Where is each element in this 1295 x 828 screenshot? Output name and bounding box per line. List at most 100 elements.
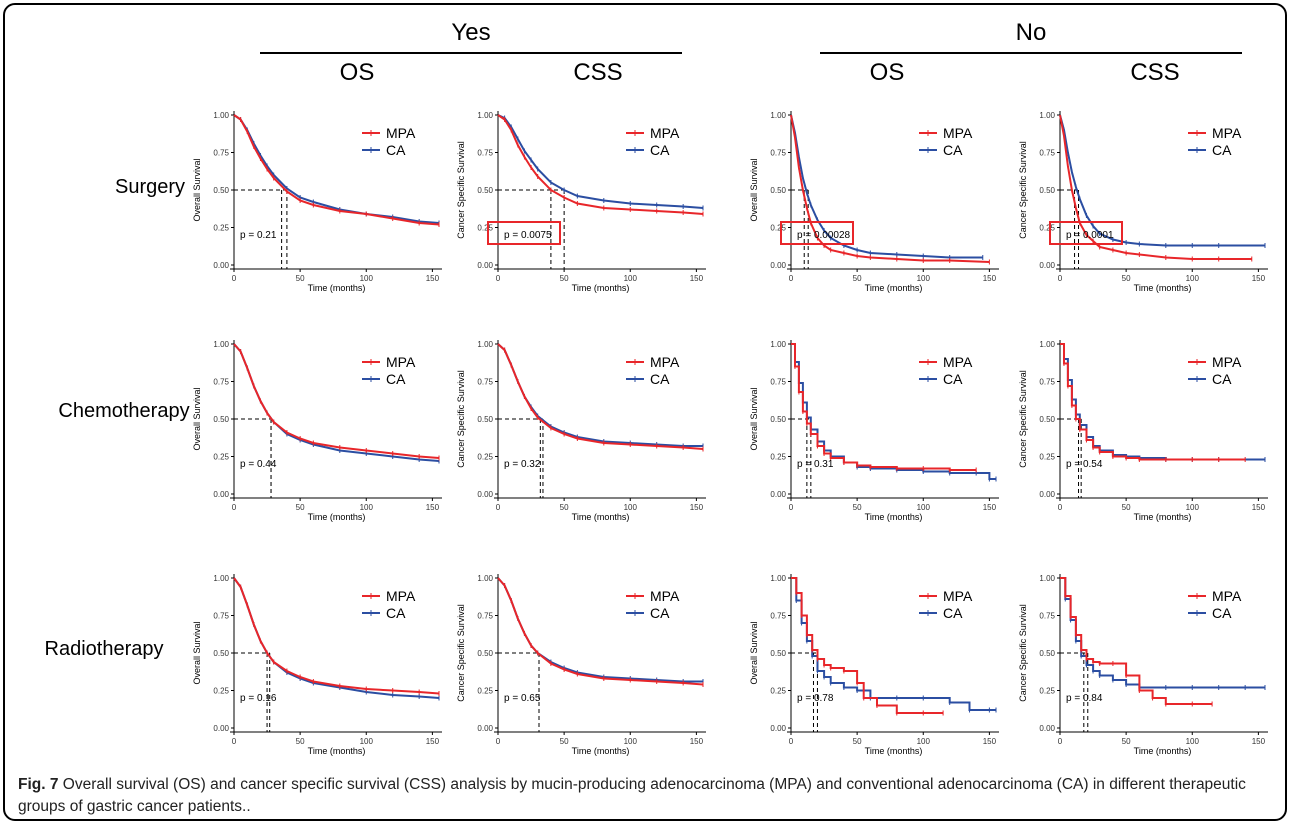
y-tick-label: 0.50 (1039, 649, 1055, 658)
x-tick-label: 50 (1122, 503, 1131, 512)
legend-label-ca: CA (1212, 371, 1232, 387)
p-value: p = 0.16 (240, 693, 277, 704)
y-tick-label: 0.75 (477, 149, 493, 158)
x-tick-label: 100 (624, 503, 638, 512)
p-value: p = 0.31 (797, 459, 834, 470)
x-tick-label: 0 (496, 503, 501, 512)
legend-label-ca: CA (386, 371, 406, 387)
y-tick-label: 1.00 (1039, 574, 1055, 583)
y-tick-label: 0.75 (477, 378, 493, 387)
x-axis-label: Time (months) (865, 283, 923, 293)
row-label-chemotherapy: Chemotherapy (58, 400, 189, 422)
y-tick-label: 0.50 (213, 186, 229, 195)
column-header-no-css: CSS (1130, 59, 1179, 86)
x-tick-label: 0 (1058, 737, 1063, 746)
legend-label-mpa: MPA (650, 588, 680, 604)
x-tick-label: 50 (296, 737, 305, 746)
x-tick-label: 100 (624, 737, 638, 746)
y-tick-label: 1.00 (213, 340, 229, 349)
y-tick-label: 0.25 (770, 687, 786, 696)
x-axis-label: Time (months) (572, 746, 630, 756)
y-axis-label: Cancer Specific Survival (456, 604, 466, 702)
x-axis-label: Time (months) (308, 746, 366, 756)
y-axis-label: Overall Survival (192, 387, 202, 450)
y-tick-label: 0.00 (477, 724, 493, 733)
x-tick-label: 100 (917, 503, 931, 512)
p-value: p = 0.21 (240, 230, 277, 241)
y-tick-label: 0.75 (1039, 612, 1055, 621)
x-tick-label: 100 (624, 274, 638, 283)
y-tick-label: 0.50 (770, 186, 786, 195)
x-axis-label: Time (months) (308, 283, 366, 293)
legend-label-ca: CA (386, 605, 406, 621)
y-tick-label: 0.75 (1039, 149, 1055, 158)
y-tick-label: 0.25 (213, 687, 229, 696)
y-tick-label: 1.00 (1039, 340, 1055, 349)
p-value: p = 0.0001 (1066, 230, 1114, 241)
legend-label-ca: CA (1212, 605, 1232, 621)
x-tick-label: 0 (232, 274, 237, 283)
y-tick-label: 0.00 (1039, 490, 1055, 499)
y-axis-label: Overall Survival (192, 158, 202, 221)
legend-label-mpa: MPA (1212, 588, 1242, 604)
y-axis-label: Overall Survival (192, 621, 202, 684)
y-axis-label: Cancer Specific Survival (456, 370, 466, 468)
y-tick-label: 1.00 (477, 340, 493, 349)
y-tick-label: 0.75 (770, 149, 786, 158)
x-tick-label: 150 (426, 737, 440, 746)
y-tick-label: 0.50 (1039, 186, 1055, 195)
y-tick-label: 0.25 (477, 224, 493, 233)
x-tick-label: 150 (690, 737, 704, 746)
y-tick-label: 0.00 (1039, 724, 1055, 733)
p-value-highlight-box (780, 221, 854, 245)
p-value: p = 0.78 (797, 693, 834, 704)
x-tick-label: 50 (853, 737, 862, 746)
x-tick-label: 50 (1122, 274, 1131, 283)
km-panel-radiotherapy-yes-css: 0.00 0.25 0.50 0.75 1.00 0 50 100 150 Time (month… (456, 574, 706, 756)
legend-label-ca: CA (650, 371, 670, 387)
column-header-yes-css: CSS (573, 59, 622, 86)
x-tick-label: 150 (1252, 737, 1266, 746)
x-axis-label: Time (months) (308, 512, 366, 522)
x-tick-label: 100 (1186, 503, 1200, 512)
row-label-surgery: Surgery (115, 176, 185, 198)
y-tick-label: 0.50 (477, 186, 493, 195)
y-tick-label: 1.00 (477, 574, 493, 583)
y-tick-label: 0.50 (213, 649, 229, 658)
legend-label-mpa: MPA (650, 354, 680, 370)
x-tick-label: 0 (232, 737, 237, 746)
legend-label-ca: CA (1212, 142, 1232, 158)
y-tick-label: 1.00 (770, 340, 786, 349)
x-tick-label: 150 (426, 503, 440, 512)
y-tick-label: 0.75 (213, 149, 229, 158)
x-tick-label: 50 (296, 274, 305, 283)
x-tick-label: 150 (690, 274, 704, 283)
x-tick-label: 100 (917, 274, 931, 283)
y-tick-label: 0.00 (213, 490, 229, 499)
y-tick-label: 0.50 (1039, 415, 1055, 424)
y-tick-label: 0.00 (477, 261, 493, 270)
caption-label: Fig. 7 (18, 776, 59, 793)
x-tick-label: 150 (426, 274, 440, 283)
legend-label-ca: CA (386, 142, 406, 158)
y-tick-label: 0.25 (770, 224, 786, 233)
y-tick-label: 0.50 (770, 649, 786, 658)
x-tick-label: 50 (853, 503, 862, 512)
y-tick-label: 0.00 (770, 261, 786, 270)
y-tick-label: 1.00 (213, 111, 229, 120)
x-tick-label: 0 (789, 737, 794, 746)
y-tick-label: 0.25 (477, 453, 493, 462)
legend-label-ca: CA (943, 371, 963, 387)
y-tick-label: 0.25 (1039, 224, 1055, 233)
y-tick-label: 0.00 (770, 724, 786, 733)
x-tick-label: 50 (560, 503, 569, 512)
km-panel-radiotherapy-yes-os: 0.00 0.25 0.50 0.75 1.00 0 50 100 150 Time (month… (192, 574, 442, 756)
x-tick-label: 50 (853, 274, 862, 283)
x-tick-label: 100 (360, 274, 374, 283)
legend-label-mpa: MPA (386, 354, 416, 370)
x-tick-label: 0 (1058, 274, 1063, 283)
x-axis-label: Time (months) (1134, 746, 1192, 756)
x-tick-label: 0 (789, 274, 794, 283)
figure-header: Yes No OS CSS OS CSS Surgery Chemotherap… (45, 19, 1242, 660)
